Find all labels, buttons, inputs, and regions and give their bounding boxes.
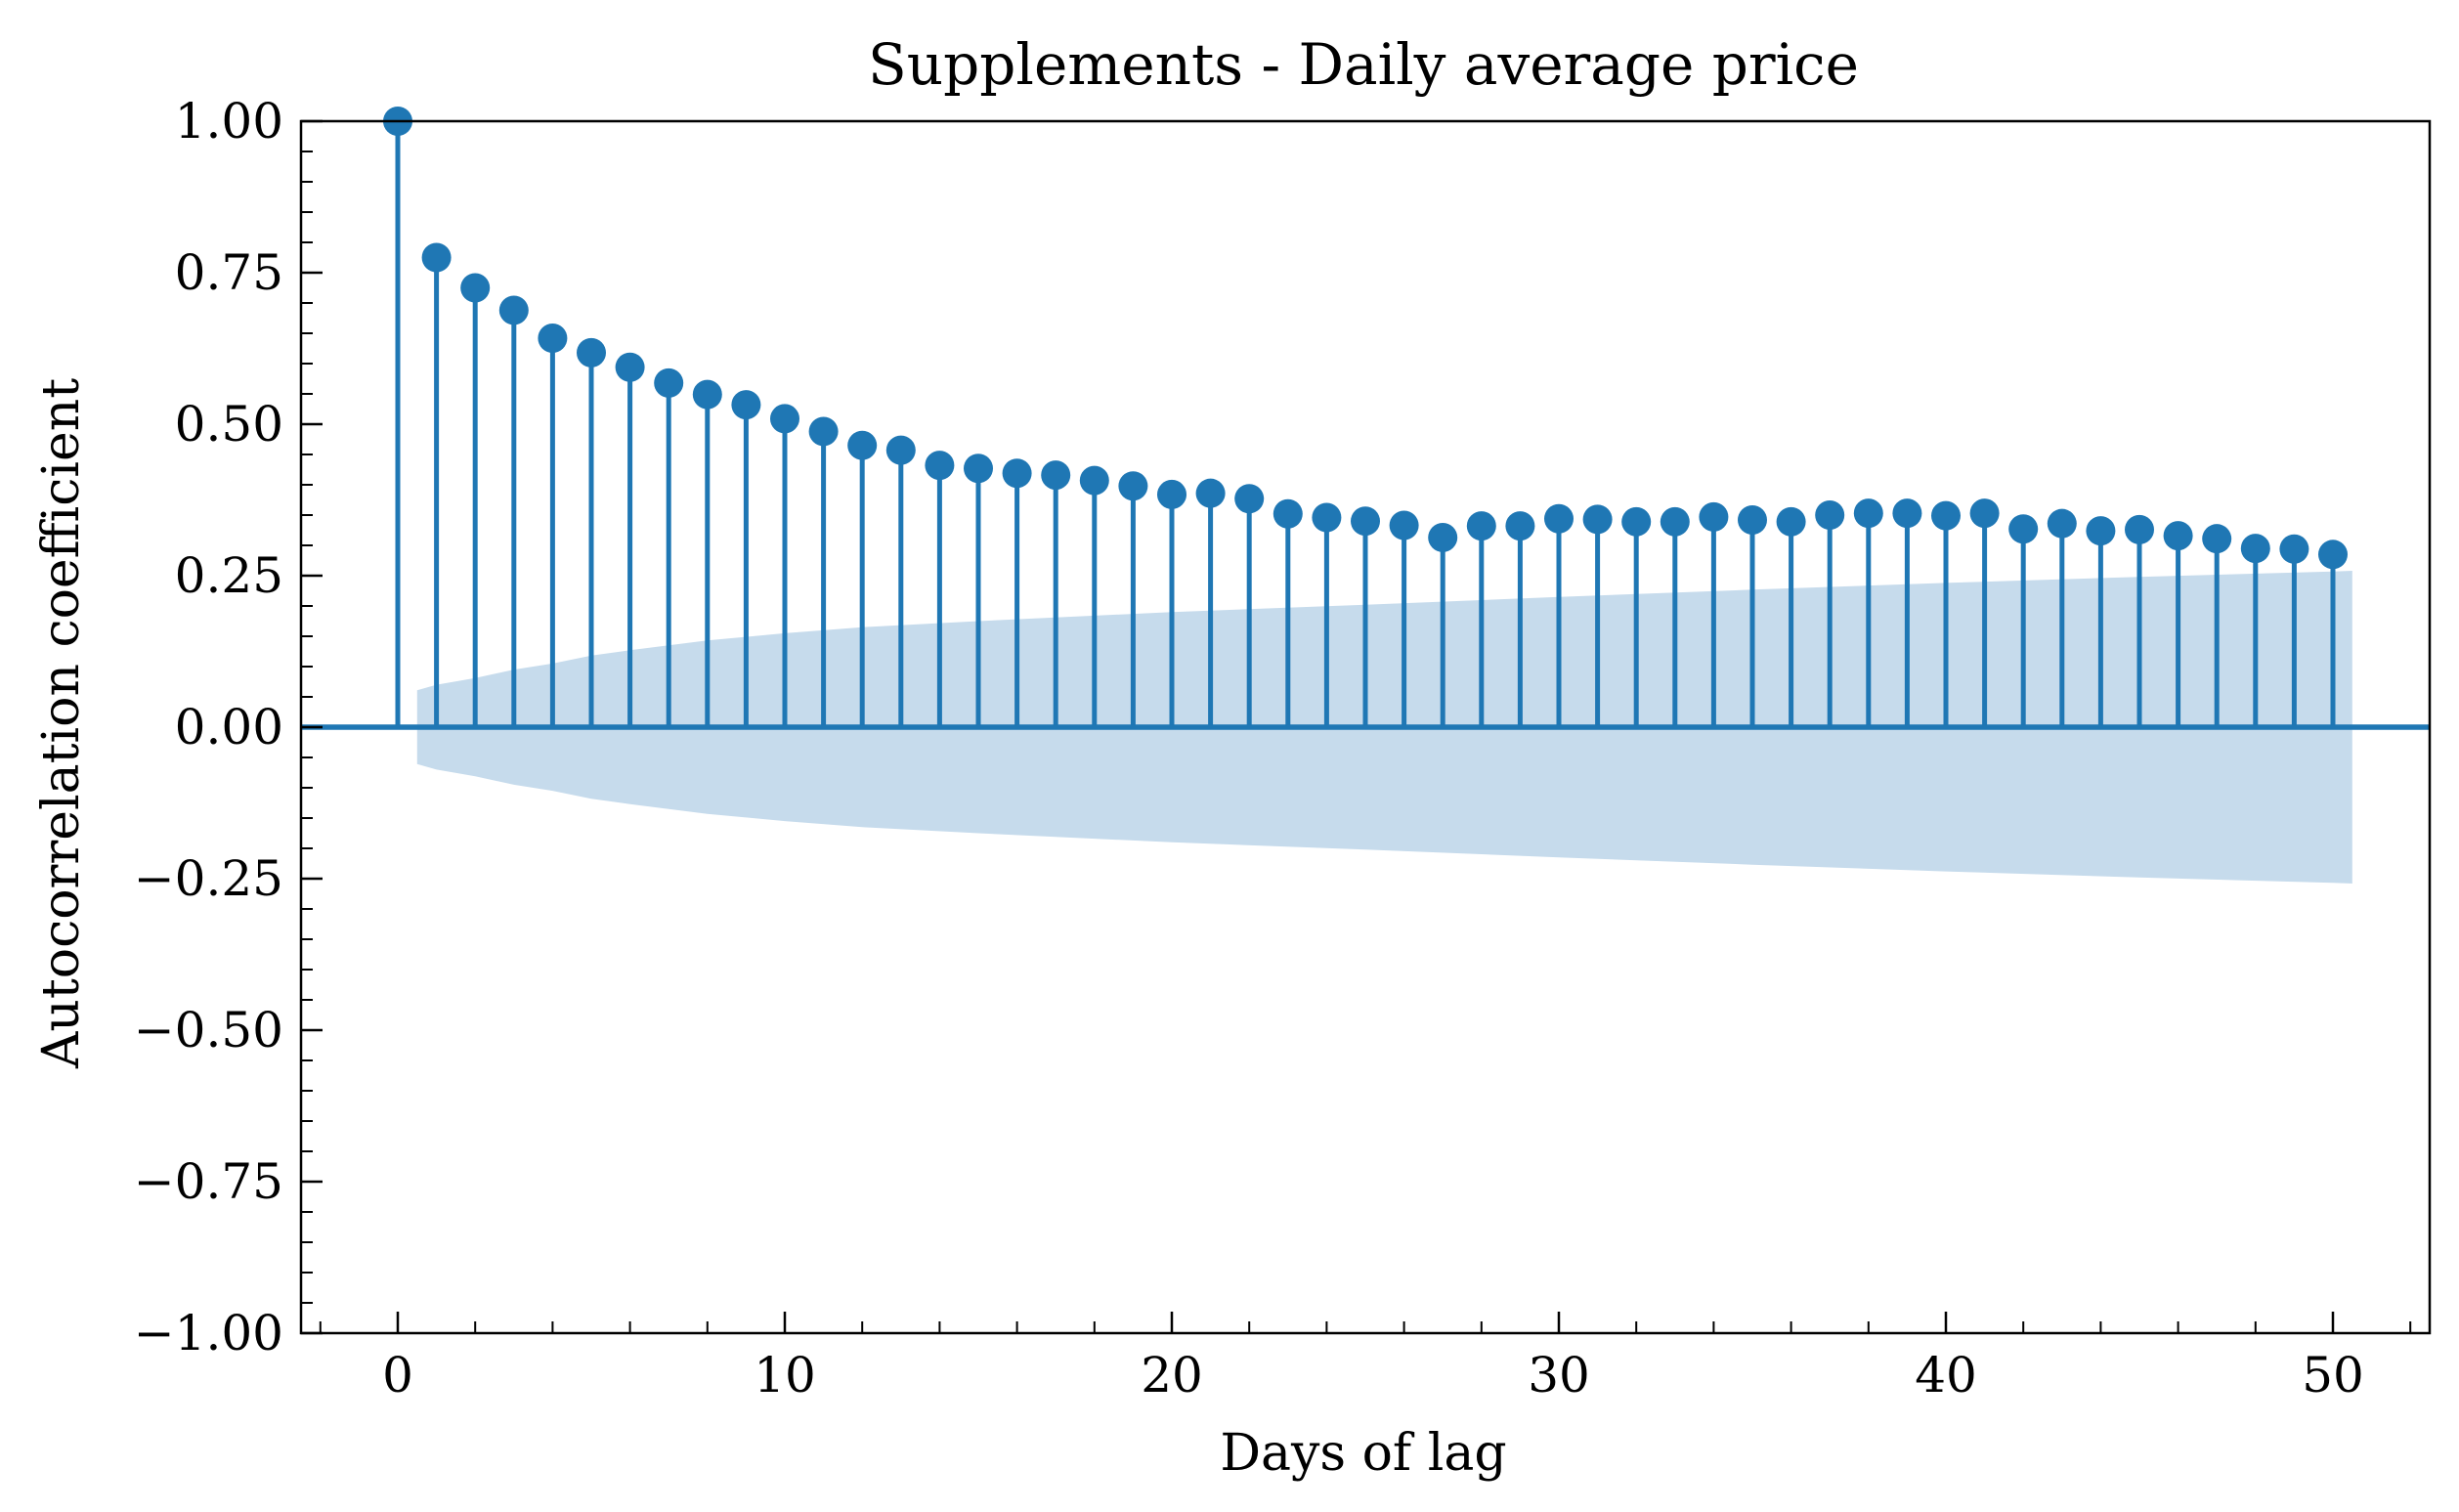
stem-marker-lag-32 — [1621, 506, 1652, 537]
stem-marker-lag-23 — [1273, 498, 1303, 529]
stem-marker-lag-16 — [1002, 458, 1032, 489]
stem-marker-lag-30 — [1544, 503, 1574, 534]
stem-marker-lag-25 — [1351, 506, 1380, 537]
y-tick-label: −0.75 — [134, 1153, 283, 1210]
stem-marker-lag-3 — [498, 295, 529, 325]
axes-layer: 0 10 20 30 40 50 −1.00 −0.75 −0.50 −0.25 0.00 0.25 0… — [134, 93, 2432, 1404]
y-tick-label: −0.50 — [134, 1002, 283, 1058]
y-tick-label: 0.50 — [175, 396, 283, 453]
stem-marker-lag-17 — [1041, 460, 1071, 491]
stem-marker-lag-4 — [538, 323, 568, 353]
stem-marker-lag-49 — [2279, 534, 2309, 564]
stem-marker-lag-18 — [1079, 465, 1109, 496]
stem-marker-lag-14 — [925, 451, 955, 481]
stem-marker-lag-24 — [1312, 502, 1342, 533]
stem-marker-lag-36 — [1776, 506, 1806, 537]
stem-marker-lag-28 — [1466, 511, 1496, 541]
stem-marker-lag-33 — [1660, 506, 1690, 537]
y-tick-label: −1.00 — [134, 1305, 283, 1361]
x-tick-label-50: 50 — [2302, 1347, 2364, 1404]
x-tick-label-30: 30 — [1528, 1347, 1590, 1404]
stem-marker-lag-9 — [731, 390, 761, 420]
stem-marker-lag-41 — [1969, 498, 2000, 529]
stem-marker-lag-44 — [2086, 516, 2116, 546]
stem-marker-lag-6 — [615, 352, 645, 382]
y-tick-label: 1.00 — [175, 93, 283, 150]
stem-marker-lag-42 — [2008, 514, 2039, 544]
stem-marker-lag-2 — [460, 273, 491, 303]
stem-marker-lag-45 — [2125, 514, 2154, 544]
stems-layer — [301, 107, 2430, 730]
stem-marker-lag-7 — [654, 367, 684, 398]
stem-marker-lag-38 — [1853, 498, 1883, 529]
stem-marker-lag-13 — [885, 435, 916, 465]
stem-marker-lag-1 — [421, 242, 452, 273]
stem-marker-lag-10 — [770, 404, 799, 434]
stem-marker-lag-11 — [808, 416, 839, 447]
stem-marker-lag-15 — [964, 454, 993, 484]
stem-marker-lag-8 — [692, 379, 722, 410]
stem-marker-lag-34 — [1699, 501, 1729, 532]
x-tick-label-40: 40 — [1915, 1347, 1977, 1404]
y-tick-label: −0.25 — [134, 850, 283, 907]
stem-marker-lag-48 — [2240, 534, 2270, 564]
x-axis-label: Days of lag — [1220, 1424, 1506, 1483]
chart-title: Supplements - Daily average price — [868, 31, 1859, 98]
stem-marker-lag-5 — [577, 337, 606, 367]
stem-marker-lag-20 — [1157, 479, 1186, 509]
stem-marker-lag-19 — [1118, 471, 1148, 501]
y-axis-label: Autocorrelation coefficient — [32, 378, 91, 1069]
stem-marker-lag-35 — [1738, 504, 1767, 535]
stem-marker-lag-21 — [1195, 478, 1226, 508]
stem-marker-lag-27 — [1428, 522, 1458, 552]
stem-marker-lag-39 — [1892, 498, 1922, 529]
stem-marker-lag-46 — [2163, 521, 2193, 551]
stem-marker-lag-47 — [2202, 524, 2232, 554]
stem-marker-lag-37 — [1815, 500, 1845, 530]
stem-marker-lag-40 — [1931, 500, 1961, 531]
x-tick-label-10: 10 — [754, 1347, 816, 1404]
stem-marker-lag-26 — [1389, 510, 1419, 540]
stem-marker-lag-43 — [2047, 508, 2077, 539]
stem-marker-lag-12 — [847, 430, 878, 460]
stem-marker-lag-29 — [1505, 511, 1535, 541]
y-tick-label: 0.75 — [175, 244, 283, 301]
stem-marker-lag-50 — [2318, 540, 2348, 570]
y-tick-label: 0.25 — [175, 547, 283, 604]
x-tick-label-20: 20 — [1141, 1347, 1203, 1404]
y-tick-label: 0.00 — [175, 699, 283, 756]
stem-marker-lag-31 — [1582, 504, 1613, 535]
stem-marker-lag-22 — [1234, 484, 1265, 514]
x-tick-label-0: 0 — [382, 1347, 413, 1404]
